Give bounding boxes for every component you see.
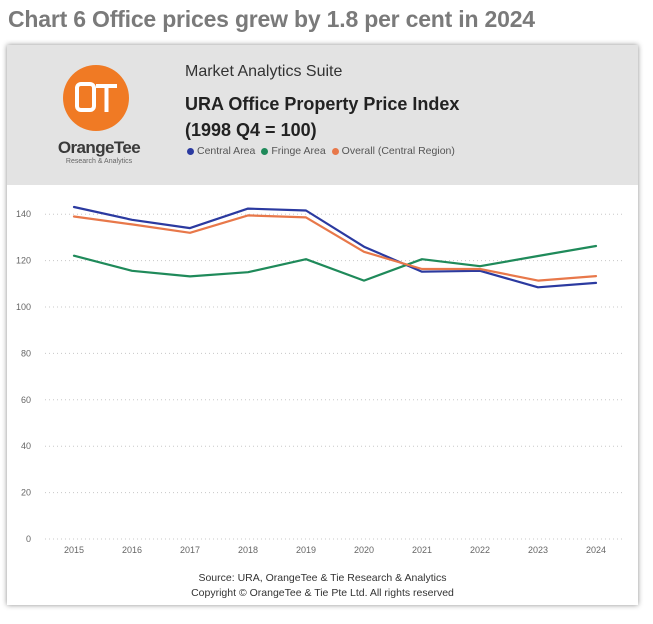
- legend-dot-overall: [331, 147, 339, 155]
- x-tick-label-2021: 2021: [412, 545, 432, 555]
- series-line-overall-central-region: [72, 214, 598, 282]
- y-tick-label-20: 20: [21, 488, 31, 498]
- chart-card: OrangeTee Research & Analytics Market An…: [7, 45, 638, 605]
- legend-item-fringe: Fringe Area: [261, 145, 326, 157]
- x-tick-label-2022: 2022: [470, 545, 490, 555]
- logo-mark-icon: [63, 65, 129, 131]
- y-tick-label-120: 120: [16, 256, 31, 266]
- legend-item-overall: Overall (Central Region): [331, 145, 455, 157]
- chart-header: OrangeTee Research & Analytics Market An…: [7, 45, 638, 185]
- logo-wordmark: OrangeTee: [57, 138, 141, 157]
- x-tick-label-2019: 2019: [296, 545, 316, 555]
- y-tick-label-100: 100: [16, 302, 31, 312]
- series-line-central-area: [72, 205, 598, 289]
- logo-tagline: Research & Analytics: [65, 158, 133, 165]
- legend-item-central: Central Area: [187, 145, 255, 157]
- orangetee-logo: OrangeTee Research & Analytics: [57, 65, 177, 175]
- x-tick-label-2024: 2024: [586, 545, 606, 555]
- series-line-fringe-area: [72, 244, 598, 282]
- x-tick-label-2018: 2018: [238, 545, 258, 555]
- legend-label-overall: Overall (Central Region): [341, 145, 455, 157]
- y-tick-label-80: 80: [21, 348, 31, 358]
- legend-dot-fringe: [261, 147, 269, 155]
- legend-label-central: Central Area: [197, 145, 256, 157]
- x-tick-label-2023: 2023: [528, 545, 548, 555]
- line-chart: 0 20 40 60 80 100 120 140 2015 2016 2017 2018 2019 20…: [16, 205, 625, 555]
- page-heading: Chart 6 Office prices grew by 1.8 per ce…: [8, 6, 535, 32]
- x-tick-label-2015: 2015: [64, 545, 84, 555]
- suite-name: Market Analytics Suite: [185, 63, 343, 80]
- y-tick-label-0: 0: [26, 534, 31, 544]
- y-tick-label-60: 60: [21, 395, 31, 405]
- chart-title-line1: URA Office Property Price Index: [185, 94, 460, 114]
- source-note: Source: URA, OrangeTee & Tie Research & …: [198, 572, 447, 584]
- x-tick-label-2020: 2020: [354, 545, 374, 555]
- chart-title-line2: (1998 Q4 = 100): [185, 120, 317, 140]
- legend-dot-central: [187, 147, 194, 155]
- x-tick-label-2016: 2016: [122, 545, 142, 555]
- copyright-note: Copyright © OrangeTee & Tie Pte Ltd. All…: [191, 587, 454, 599]
- legend-label-fringe: Fringe Area: [271, 145, 326, 157]
- chart-legend: Central Area Fringe Area Overall (Centra…: [187, 145, 461, 157]
- x-tick-label-2017: 2017: [180, 545, 200, 555]
- y-tick-label-40: 40: [21, 441, 31, 451]
- chart-title: URA Office Property Price Index (1998 Q4…: [185, 91, 459, 143]
- y-tick-label-140: 140: [16, 209, 31, 219]
- chart-footer: Source: URA, OrangeTee & Tie Research & …: [7, 571, 638, 601]
